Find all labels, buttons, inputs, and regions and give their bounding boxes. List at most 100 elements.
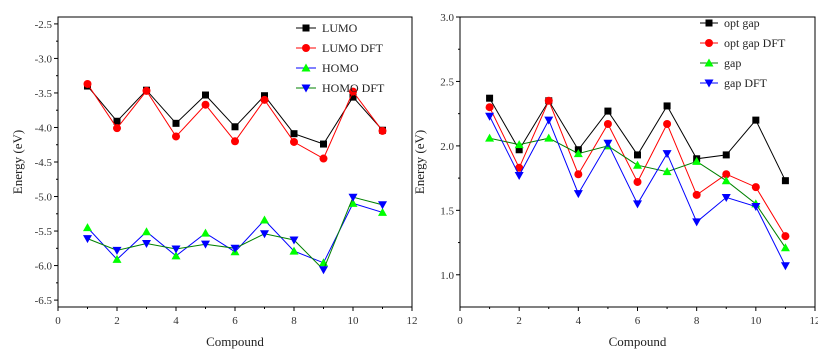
data-point	[261, 92, 268, 100]
legend: opt gap opt gap DFT gap gap DFT	[700, 16, 786, 90]
data-point	[83, 223, 92, 232]
y-tick-label: 2.5	[440, 76, 454, 88]
data-point	[113, 124, 121, 133]
data-point	[319, 266, 328, 275]
energy-gap-chart: 0 2 4 6 8 10 12 1.0 1.5 2.0 2.5 3.0 Compound Energy (…	[412, 12, 818, 349]
x-tick-label: 10	[750, 315, 762, 327]
data-point	[348, 193, 358, 202]
y-tick-label: 3.0	[440, 12, 454, 24]
data-point	[320, 140, 327, 148]
data-point	[260, 215, 269, 224]
data-point	[378, 201, 387, 210]
lumo-homo-chart: 0 2 4 6 8 10 12 -2.5 -3.0 -3.5 -4.0 -4.5 -5.0 -5.5 -6.…	[10, 16, 418, 349]
data-point	[83, 235, 92, 244]
series-1	[83, 79, 387, 163]
data-point	[171, 245, 181, 254]
y-tick-label: -3.0	[35, 53, 53, 65]
data-point	[692, 156, 702, 165]
legend-label: LUMO	[322, 21, 358, 35]
data-point	[260, 95, 269, 104]
y-tick-label: -6.5	[35, 295, 53, 307]
y-tick-label: -4.0	[35, 122, 53, 134]
data-point	[349, 87, 357, 96]
data-point	[573, 149, 583, 158]
data-point	[485, 103, 494, 112]
data-point	[142, 86, 151, 95]
legend-marker	[705, 19, 713, 27]
data-point	[633, 200, 642, 209]
data-point	[751, 183, 760, 192]
data-point	[692, 218, 702, 227]
y-tick-label: -5.5	[35, 226, 53, 238]
data-point	[721, 176, 731, 185]
legend-marker	[704, 58, 714, 67]
series-line	[489, 115, 786, 267]
data-point	[544, 133, 554, 142]
data-point	[83, 79, 92, 88]
x-tick-label: 6	[232, 315, 238, 327]
data-point	[634, 151, 641, 159]
data-point	[485, 133, 495, 142]
data-point	[663, 102, 671, 110]
legend-label: HOMO	[322, 61, 359, 75]
x-tick-label: 8	[291, 315, 297, 327]
data-point	[662, 167, 672, 176]
data-point	[230, 244, 240, 253]
data-point	[202, 91, 209, 99]
data-point	[780, 262, 790, 271]
data-point	[142, 227, 151, 236]
data-point	[603, 139, 613, 148]
data-point	[112, 246, 122, 255]
data-point	[290, 130, 298, 138]
data-point	[751, 202, 761, 211]
x-axis-label: Compound	[609, 334, 667, 349]
x-tick-label: 2	[114, 315, 120, 327]
data-point	[260, 230, 269, 239]
series-2	[83, 198, 387, 267]
legend-label: opt gap	[724, 16, 760, 30]
data-point	[201, 228, 210, 237]
data-point	[172, 119, 180, 127]
data-point	[781, 232, 790, 241]
y-tick-label: 2.0	[440, 141, 454, 153]
x-tick-label: 12	[407, 315, 418, 327]
data-point	[290, 137, 298, 146]
x-tick-label: 2	[516, 315, 522, 327]
data-point	[171, 251, 181, 260]
legend-label: HOMO DFT	[322, 81, 385, 95]
data-point	[514, 172, 524, 181]
data-point	[603, 119, 612, 128]
data-point	[544, 116, 554, 125]
legend-label: opt gap DFT	[724, 36, 786, 50]
data-point	[662, 150, 672, 159]
y-axis-label: Energy (eV)	[412, 130, 427, 194]
data-point	[231, 123, 239, 131]
plot-frame	[57, 16, 413, 308]
data-point	[319, 154, 328, 163]
series-1	[485, 96, 790, 241]
data-point	[231, 137, 239, 146]
x-tick-label: 12	[810, 315, 818, 327]
y-tick-label: -4.5	[35, 157, 53, 169]
data-point	[515, 146, 523, 154]
data-point	[721, 193, 731, 202]
x-tick-label: 6	[635, 315, 641, 327]
data-point	[113, 117, 121, 125]
series-3	[83, 193, 387, 275]
data-point	[722, 170, 731, 179]
x-tick-label: 0	[55, 315, 61, 327]
y-tick-label: -5.0	[35, 192, 53, 204]
legend-label: LUMO DFT	[322, 41, 384, 55]
y-tick-label: -6.0	[35, 261, 53, 273]
x-tick-label: 0	[457, 315, 463, 327]
data-point	[573, 190, 583, 199]
x-tick-label: 4	[173, 315, 179, 327]
data-point	[604, 107, 612, 115]
series-line	[87, 196, 383, 271]
data-point	[781, 177, 789, 185]
data-point	[378, 126, 387, 135]
y-tick-label: 1.5	[440, 205, 454, 217]
data-point	[574, 170, 583, 179]
legend-label: gap	[724, 56, 741, 70]
legend-marker	[302, 44, 310, 52]
